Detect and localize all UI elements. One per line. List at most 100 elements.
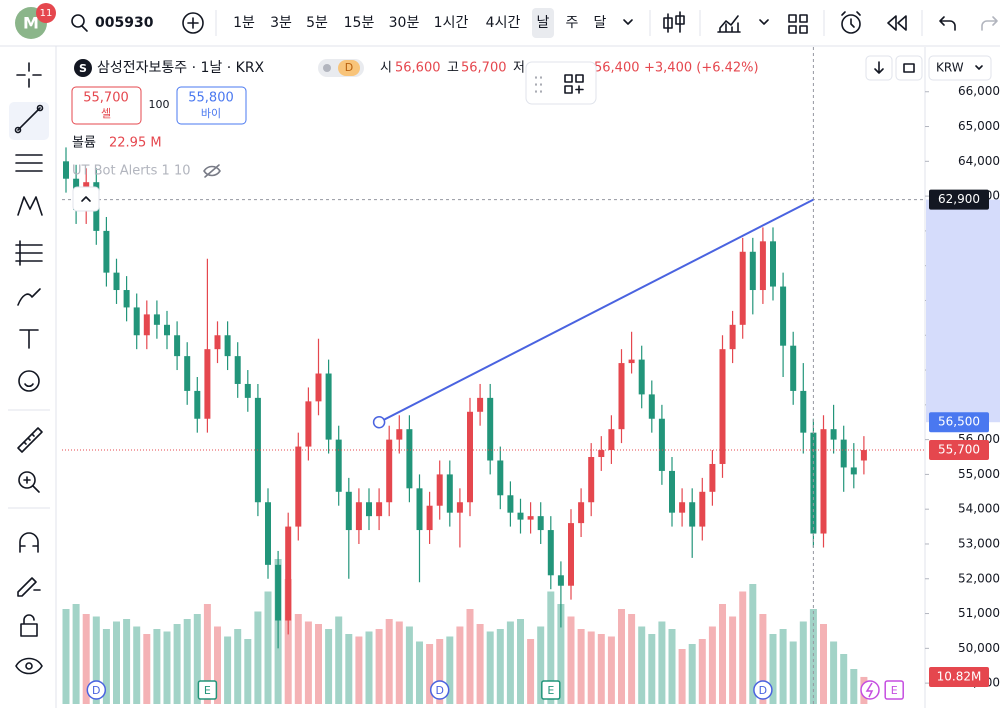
volume-bar bbox=[618, 609, 625, 704]
y-tick-label: 52,000 bbox=[958, 571, 1000, 585]
volume-bar bbox=[587, 631, 595, 704]
volume-bar bbox=[668, 629, 676, 704]
volume-bar bbox=[648, 634, 656, 704]
replay-icon[interactable] bbox=[887, 15, 907, 31]
layout-icon[interactable] bbox=[788, 14, 808, 34]
drag-handle[interactable] bbox=[535, 76, 542, 93]
candle-type-icon[interactable] bbox=[663, 11, 685, 33]
crosshair-tool[interactable] bbox=[16, 62, 42, 88]
interval[interactable]: 날 bbox=[537, 15, 550, 31]
magnet-tool[interactable] bbox=[19, 532, 39, 553]
pattern-tool[interactable] bbox=[17, 196, 43, 216]
candle-body bbox=[810, 432, 817, 534]
volume-bar bbox=[638, 626, 646, 704]
sell-label: 셀 bbox=[101, 107, 111, 120]
visibility-tool[interactable] bbox=[15, 657, 43, 675]
price-badge-label: 56,500 bbox=[938, 415, 980, 429]
interval[interactable]: 5분 bbox=[306, 15, 328, 31]
candle-body bbox=[770, 241, 776, 287]
forecast-tool[interactable] bbox=[15, 240, 43, 266]
trendline-tool-dot bbox=[36, 104, 44, 112]
volume-bar bbox=[405, 626, 413, 704]
ruler-tool[interactable] bbox=[17, 427, 43, 453]
add-icon[interactable] bbox=[182, 12, 204, 34]
volume-badge bbox=[929, 666, 989, 687]
notification-badge bbox=[36, 3, 56, 23]
volume-legend-label: 볼륨 bbox=[72, 136, 96, 151]
legend-title: 삼성전자보통주 · 1날 · KRX bbox=[97, 60, 265, 76]
volume-bar bbox=[820, 624, 827, 704]
volume-bar bbox=[62, 609, 70, 704]
volume-bar bbox=[416, 641, 423, 704]
volume-bar bbox=[82, 614, 90, 704]
lightning-event[interactable] bbox=[860, 680, 880, 700]
collapse-legend[interactable] bbox=[72, 186, 100, 212]
trendline-tool[interactable] bbox=[17, 107, 41, 131]
candle-body bbox=[790, 345, 797, 391]
avatar-letter: M bbox=[23, 14, 39, 33]
sell-button[interactable] bbox=[71, 86, 142, 125]
brush-tool[interactable] bbox=[17, 288, 41, 306]
currency-button[interactable] bbox=[928, 55, 992, 81]
indicator-hidden-icon[interactable] bbox=[203, 164, 221, 178]
undo-icon[interactable] bbox=[939, 16, 956, 31]
interval[interactable]: 3분 bbox=[270, 15, 292, 31]
indicators-dropdown[interactable] bbox=[759, 19, 769, 25]
volume-bar bbox=[517, 619, 524, 704]
search-icon[interactable] bbox=[71, 14, 85, 28]
candle-body bbox=[749, 251, 756, 291]
event-marker[interactable] bbox=[753, 680, 773, 700]
candle-body bbox=[568, 523, 574, 586]
event-marker[interactable] bbox=[429, 680, 450, 700]
volume-bar bbox=[769, 634, 777, 704]
interval[interactable]: 15분 bbox=[344, 15, 375, 31]
candle-body bbox=[800, 390, 807, 433]
candle-body bbox=[608, 429, 615, 451]
volume-badge-label: 10.82M bbox=[937, 669, 982, 683]
event-marker[interactable] bbox=[86, 680, 107, 700]
unlock-tool[interactable] bbox=[20, 614, 38, 637]
interval-dropdown[interactable] bbox=[623, 19, 633, 25]
volume-bar bbox=[577, 629, 585, 704]
legend-badge bbox=[338, 60, 360, 76]
candle-body bbox=[830, 429, 837, 440]
text-tool[interactable] bbox=[19, 329, 39, 349]
volume-bar bbox=[264, 591, 272, 704]
fullscreen-button[interactable] bbox=[895, 55, 923, 81]
volume-bar bbox=[789, 641, 797, 704]
event-marker[interactable] bbox=[197, 680, 218, 700]
fib-tool[interactable] bbox=[15, 154, 43, 172]
symbol[interactable]: 005930 bbox=[95, 15, 154, 31]
event-marker[interactable] bbox=[541, 680, 561, 700]
volume-bar bbox=[203, 604, 211, 704]
interval[interactable]: 30분 bbox=[389, 15, 420, 31]
volume-bar bbox=[123, 619, 131, 704]
interval[interactable]: 4시간 bbox=[486, 15, 521, 31]
redo-icon[interactable] bbox=[981, 16, 998, 31]
interval[interactable]: 1시간 bbox=[434, 15, 469, 31]
candle-body bbox=[860, 450, 867, 461]
event-marker[interactable] bbox=[884, 680, 904, 700]
candle-body bbox=[194, 390, 201, 419]
volume-bar bbox=[547, 591, 555, 704]
alert-icon[interactable] bbox=[841, 14, 861, 34]
candle-body bbox=[719, 349, 726, 464]
interval[interactable]: 주 bbox=[566, 15, 579, 31]
legend-open-label: 시 bbox=[380, 61, 392, 76]
emoji-tool[interactable] bbox=[18, 370, 40, 392]
indicators-icon[interactable] bbox=[717, 15, 741, 33]
volume-bar bbox=[173, 624, 181, 704]
interval[interactable]: 달 bbox=[594, 15, 607, 31]
zoom-tool[interactable] bbox=[18, 471, 36, 489]
floating-toolbar bbox=[525, 61, 597, 105]
volume-bar bbox=[537, 626, 545, 704]
quantity[interactable]: 100 bbox=[149, 98, 170, 111]
candle-body bbox=[780, 286, 787, 346]
volume-bar bbox=[143, 634, 151, 704]
trendline-handle[interactable] bbox=[372, 415, 386, 429]
buy-button[interactable] bbox=[176, 86, 247, 125]
interval[interactable]: 1분 bbox=[233, 15, 255, 31]
lock-drawings-tool[interactable] bbox=[17, 577, 41, 597]
object-tree-icon[interactable] bbox=[564, 74, 584, 94]
candle-body bbox=[204, 349, 211, 419]
